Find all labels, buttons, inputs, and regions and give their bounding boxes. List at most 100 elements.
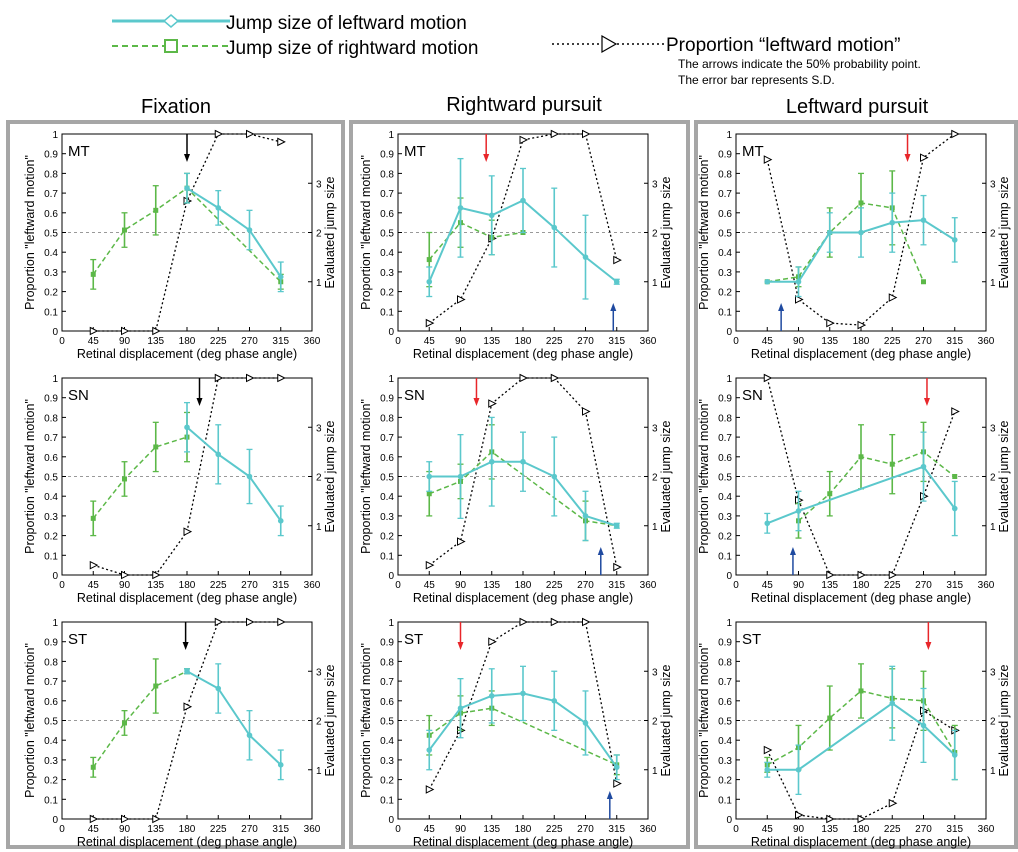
x-axis-label: Retinal displacement (deg phase angle) <box>413 591 633 605</box>
x-tick-label: 225 <box>546 824 563 835</box>
leftward-point <box>613 522 620 529</box>
x-axis-label: Retinal displacement (deg phase angle) <box>751 347 971 361</box>
leftward-point <box>764 278 771 285</box>
proportion-point <box>89 326 99 336</box>
x-tick-label: 270 <box>241 824 258 835</box>
y-right-tick-label: 1 <box>990 766 996 777</box>
x-tick-label: 45 <box>424 824 436 835</box>
y-left-tick-label: 0.9 <box>44 150 58 161</box>
y-left-tick-label: 0.6 <box>44 209 58 220</box>
subject-label: SN <box>742 387 763 404</box>
y-left-tick-label: 1 <box>388 130 394 141</box>
leftward-point <box>951 237 958 243</box>
proportion-point <box>550 129 560 139</box>
subject-label: ST <box>404 631 423 648</box>
x-axis-label: Retinal displacement (deg phase angle) <box>77 835 297 849</box>
column-title-rightward-pursuit: Rightward pursuit <box>446 94 602 116</box>
legend-leftward-label: Jump size of leftward motion <box>226 13 467 34</box>
y-left-tick-label: 0.1 <box>380 551 394 562</box>
proportion-point <box>121 814 130 824</box>
proportion-point <box>763 373 773 383</box>
subject-label: MT <box>742 143 764 160</box>
leftward-point <box>215 685 222 692</box>
y-left-tick-label: 0 <box>52 815 58 826</box>
legend-note-arrows: The arrows indicate the 50% probability … <box>678 57 921 71</box>
proportion-point <box>152 570 161 580</box>
y-left-tick-label: 0.2 <box>380 532 394 543</box>
x-tick-label: 90 <box>455 580 467 591</box>
y-right-axis-label: Evaluated jump size <box>323 177 337 289</box>
y-left-tick-label: 0 <box>726 571 732 582</box>
rightward-line <box>798 451 956 522</box>
proportion-point <box>826 318 835 328</box>
red-arrow-head <box>483 154 490 162</box>
x-tick-label: 180 <box>853 336 870 347</box>
y-left-tick-label: 0.9 <box>380 394 394 405</box>
x-tick-label: 225 <box>210 580 227 591</box>
y-right-tick-label: 1 <box>316 278 322 289</box>
y-left-tick-label: 0.8 <box>44 169 58 180</box>
rightward-point <box>858 454 864 460</box>
y-left-tick-label: 0.8 <box>44 413 58 424</box>
x-tick-label: 315 <box>608 824 625 835</box>
y-right-tick-label: 1 <box>652 522 658 533</box>
x-tick-label: 225 <box>546 580 563 591</box>
leftward-point <box>920 217 927 223</box>
rightward-point <box>952 474 958 479</box>
leftward-point <box>551 224 558 231</box>
rightward-point <box>153 207 159 213</box>
proportion-point <box>951 129 960 139</box>
red-arrow-head <box>923 398 930 406</box>
x-tick-label: 360 <box>640 580 657 591</box>
x-tick-label: 135 <box>821 580 838 591</box>
x-tick-label: 315 <box>946 580 963 591</box>
x-tick-label: 90 <box>793 824 805 835</box>
y-right-axis-label: Evaluated jump size <box>659 177 673 289</box>
y-right-tick-label: 2 <box>990 229 996 240</box>
panels-group: 0 45 90 135 180 225 270 315 360 0 0.1 0.2 0.3 0.4 0.5 0… <box>23 129 1011 849</box>
leftward-point <box>488 458 495 465</box>
x-tick-label: 270 <box>915 580 932 591</box>
y-right-tick-label: 2 <box>316 717 322 728</box>
x-tick-label: 360 <box>304 580 321 591</box>
x-tick-label: 180 <box>179 336 196 347</box>
y-left-tick-label: 0.3 <box>380 756 394 767</box>
x-tick-label: 270 <box>577 824 594 835</box>
proportion-point <box>826 570 835 580</box>
y-right-tick-label: 3 <box>990 667 996 678</box>
y-right-axis-label: Evaluated jump size <box>323 665 337 777</box>
y-right-tick-label: 3 <box>990 423 996 434</box>
panel-sn-fixation: 0 45 90 135 180 225 270 315 360 0 0.1 0.2 0.3 0.4 0.5 0… <box>23 373 337 605</box>
proportion-point <box>519 617 529 627</box>
proportion-point <box>857 570 867 580</box>
y-right-tick-label: 2 <box>652 473 658 484</box>
x-tick-label: 180 <box>515 336 532 347</box>
proportion-point <box>613 562 622 572</box>
x-tick-label: 360 <box>304 336 321 347</box>
leftward-point <box>520 197 526 204</box>
x-tick-label: 315 <box>946 824 963 835</box>
y-left-tick-label: 0.4 <box>718 248 732 259</box>
x-tick-label: 225 <box>884 824 901 835</box>
y-left-axis-label: Proportion "leftward motion" <box>697 155 711 310</box>
proportion-point <box>888 293 898 302</box>
y-left-tick-label: 0.7 <box>718 677 732 688</box>
y-left-tick-label: 0.9 <box>718 638 732 649</box>
y-left-tick-label: 0.2 <box>44 532 58 543</box>
y-left-tick-label: 0.1 <box>44 307 58 318</box>
y-left-axis-label: Proportion "leftward motion" <box>23 399 37 554</box>
x-tick-label: 360 <box>978 336 995 347</box>
legend-proportion-marker <box>601 34 618 54</box>
proportion-point <box>550 373 560 383</box>
x-tick-label: 90 <box>455 336 467 347</box>
leftward-point <box>426 278 433 285</box>
y-left-tick-label: 0.5 <box>380 229 394 240</box>
proportion-point <box>246 129 255 139</box>
y-right-tick-label: 2 <box>652 717 658 728</box>
proportion-point <box>582 617 591 627</box>
proportion-point <box>214 373 224 383</box>
x-tick-label: 0 <box>733 336 739 347</box>
y-left-tick-label: 0.5 <box>718 229 732 240</box>
proportion-point <box>613 779 622 788</box>
red-arrow-head <box>925 642 932 650</box>
